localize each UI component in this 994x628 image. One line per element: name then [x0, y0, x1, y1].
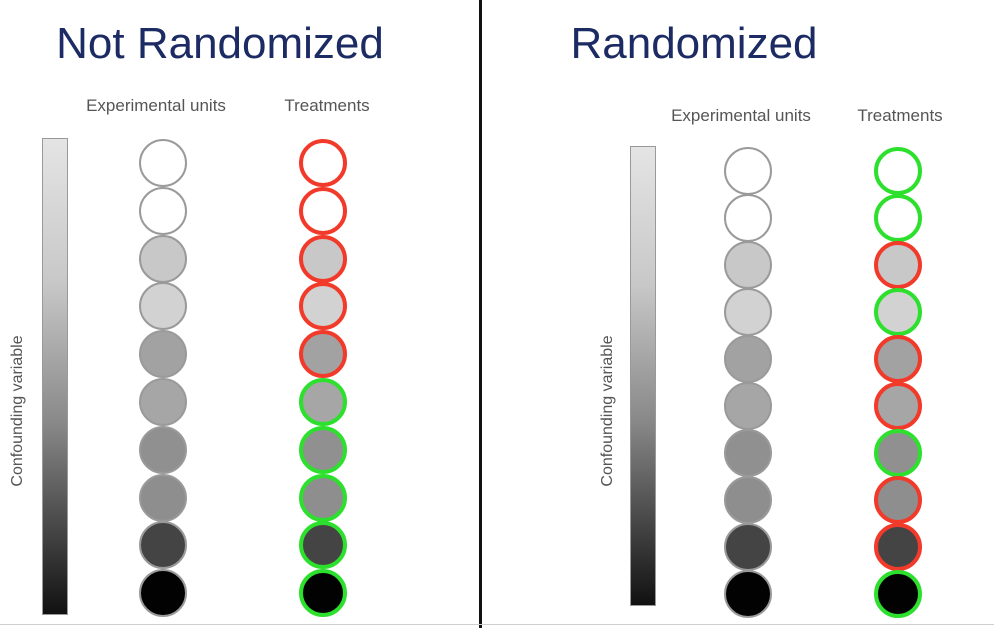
experimental-unit-circle: [724, 429, 772, 477]
treatment-circle-green: [874, 288, 922, 336]
experimental-unit-circle: [139, 425, 187, 474]
experimental-unit-circle: [139, 186, 187, 235]
treatment-circle-green: [299, 425, 347, 474]
treatment-circle-green: [874, 194, 922, 242]
treatments-label: Treatments: [284, 96, 370, 115]
confounding-gradient-bar: [42, 138, 68, 615]
experimental-units-label: Experimental units: [671, 106, 811, 125]
treatment-circle-green: [874, 147, 922, 195]
treatment-circle-red: [299, 330, 347, 379]
experimental-unit-circle: [724, 147, 772, 195]
experimental-unit-circle: [139, 378, 187, 426]
treatment-circle-red: [299, 139, 347, 187]
panel-divider: [479, 0, 482, 628]
experimental-unit-circle: [724, 382, 772, 430]
panel-title: Not Randomized: [56, 19, 384, 68]
experimental-unit-circle: [139, 473, 187, 522]
confounding-axis-label: Confounding variable: [599, 335, 616, 487]
treatment-circle-green: [299, 521, 347, 570]
bottom-border: [0, 624, 994, 625]
experimental-unit-circle: [139, 139, 187, 187]
treatment-circle-green: [874, 429, 922, 477]
experimental-unit-circle: [139, 234, 187, 283]
confounding-axis-label: Confounding variable: [9, 335, 26, 487]
treatment-circle-red: [299, 186, 347, 235]
treatment-circle-red: [874, 335, 922, 383]
treatment-circle-green: [874, 570, 922, 618]
treatment-circle-red: [874, 382, 922, 430]
experimental-unit-circle: [724, 523, 772, 571]
treatment-circle-red: [874, 241, 922, 289]
confounding-gradient-bar: [630, 146, 656, 606]
experimental-unit-circle: [139, 330, 187, 379]
experimental-unit-circle: [139, 521, 187, 570]
treatment-circle-green: [299, 473, 347, 522]
treatment-circle-red: [299, 282, 347, 331]
experimental-unit-circle: [139, 282, 187, 331]
treatment-circle-green: [299, 569, 347, 618]
experimental-unit-circle: [724, 288, 772, 336]
experimental-unit-circle: [724, 241, 772, 289]
not-randomized-panel: Not Randomized Experimental units Treatm…: [0, 0, 480, 628]
experimental-unit-circle: [724, 570, 772, 618]
randomized-panel: Randomized Experimental units Treatments…: [484, 0, 994, 628]
experimental-units-label: Experimental units: [86, 96, 226, 115]
treatments-label: Treatments: [857, 106, 943, 125]
treatment-circle-red: [874, 476, 922, 524]
experimental-unit-circle: [724, 194, 772, 242]
panel-title: Randomized: [570, 19, 818, 68]
treatment-circle-red: [299, 234, 347, 283]
treatment-circle-green: [299, 378, 347, 426]
experimental-unit-circle: [724, 476, 772, 524]
experimental-unit-circle: [139, 569, 187, 618]
experimental-unit-circle: [724, 335, 772, 383]
treatment-circle-red: [874, 523, 922, 571]
